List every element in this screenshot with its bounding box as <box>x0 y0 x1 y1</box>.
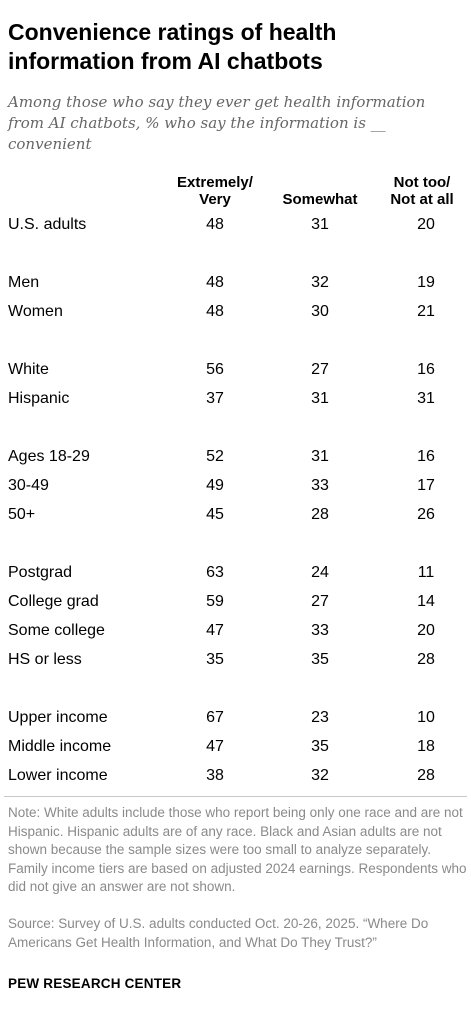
value-somewhat: 33 <box>311 477 329 494</box>
value-extremely-very: 48 <box>206 216 224 233</box>
value-somewhat: 27 <box>311 361 329 378</box>
row-label: Hispanic <box>8 390 70 407</box>
row-label: Postgrad <box>8 564 73 581</box>
table-row: Hispanic 37 31 31 <box>0 388 471 410</box>
row-label: 30-49 <box>8 477 49 494</box>
row-label: Some college <box>8 622 105 639</box>
value-somewhat: 24 <box>311 564 329 581</box>
value-not-too: 28 <box>417 651 435 668</box>
value-extremely-very: 67 <box>206 709 224 726</box>
table-row: Middle income 47 35 18 <box>0 736 471 758</box>
value-extremely-very: 59 <box>206 593 224 610</box>
column-header-extremely-very: Extremely/ Very <box>177 174 253 208</box>
row-label: White <box>8 361 49 378</box>
value-not-too: 31 <box>417 390 435 407</box>
column-header-not-too: Not too/ Not at all <box>390 174 454 208</box>
value-extremely-very: 48 <box>206 303 224 320</box>
row-label: HS or less <box>8 651 82 668</box>
value-somewhat: 32 <box>311 274 329 291</box>
row-label: Upper income <box>8 709 108 726</box>
chart-source: Source: Survey of U.S. adults conducted … <box>8 916 429 950</box>
chart-note: Note: White adults include those who rep… <box>8 805 467 894</box>
value-not-too: 17 <box>417 477 435 494</box>
footer-divider <box>4 796 467 797</box>
value-not-too: 11 <box>417 564 435 581</box>
row-label: Middle income <box>8 738 112 755</box>
table-row: Upper income 67 23 10 <box>0 707 471 729</box>
table-row: Some college 47 33 20 <box>0 620 471 642</box>
value-somewhat: 28 <box>311 506 329 523</box>
chart-subtitle: Among those who say they ever get health… <box>8 93 426 153</box>
value-somewhat: 31 <box>311 216 329 233</box>
value-not-too: 26 <box>417 506 435 523</box>
value-somewhat: 35 <box>311 738 329 755</box>
value-somewhat: 31 <box>311 390 329 407</box>
pew-research-center-logo: PEW RESEARCH CENTER <box>8 976 182 991</box>
row-label: Ages 18-29 <box>8 448 90 465</box>
value-extremely-very: 37 <box>206 390 224 407</box>
value-somewhat: 23 <box>311 709 329 726</box>
value-extremely-very: 47 <box>206 622 224 639</box>
value-not-too: 18 <box>417 738 435 755</box>
table-row: Lower income 38 32 28 <box>0 765 471 787</box>
row-label: Women <box>8 303 63 320</box>
value-extremely-very: 47 <box>206 738 224 755</box>
value-somewhat: 31 <box>311 448 329 465</box>
value-extremely-very: 45 <box>206 506 224 523</box>
row-label: U.S. adults <box>8 216 87 233</box>
value-extremely-very: 48 <box>206 274 224 291</box>
chart-title: Convenience ratings of health informatio… <box>8 19 337 74</box>
table-row: Ages 18-29 52 31 16 <box>0 446 471 468</box>
table-row: Postgrad 63 24 11 <box>0 562 471 584</box>
value-somewhat: 30 <box>311 303 329 320</box>
data-table: U.S. adults 48 31 20 Men 48 32 19 Women 48 30 21 Whi… <box>0 214 471 787</box>
value-somewhat: 35 <box>311 651 329 668</box>
table-row: White 56 27 16 <box>0 359 471 381</box>
table-row: 50+ 45 28 26 <box>0 504 471 526</box>
value-not-too: 14 <box>417 593 435 610</box>
value-not-too: 16 <box>417 361 435 378</box>
value-not-too: 10 <box>417 709 435 726</box>
value-extremely-very: 49 <box>206 477 224 494</box>
value-not-too: 19 <box>417 274 435 291</box>
row-label: 50+ <box>8 506 36 523</box>
value-not-too: 20 <box>417 622 435 639</box>
value-not-too: 21 <box>417 303 435 320</box>
table-row: College grad 59 27 14 <box>0 591 471 613</box>
row-label: Lower income <box>8 767 108 784</box>
value-extremely-very: 38 <box>206 767 224 784</box>
value-extremely-very: 35 <box>206 651 224 668</box>
table-row: U.S. adults 48 31 20 <box>0 214 471 236</box>
row-label: Men <box>8 274 40 291</box>
table-row: Women 48 30 21 <box>0 301 471 323</box>
value-not-too: 20 <box>417 216 435 233</box>
value-somewhat: 33 <box>311 622 329 639</box>
value-extremely-very: 56 <box>206 361 224 378</box>
value-extremely-very: 63 <box>206 564 224 581</box>
column-header-somewhat: Somewhat <box>282 191 358 208</box>
table-row: Men 48 32 19 <box>0 272 471 294</box>
table-row: 30-49 49 33 17 <box>0 475 471 497</box>
row-label: College grad <box>8 593 99 610</box>
table-row: HS or less 35 35 28 <box>0 649 471 671</box>
value-somewhat: 32 <box>311 767 329 784</box>
value-somewhat: 27 <box>311 593 329 610</box>
value-not-too: 16 <box>417 448 435 465</box>
value-not-too: 28 <box>417 767 435 784</box>
value-extremely-very: 52 <box>206 448 224 465</box>
